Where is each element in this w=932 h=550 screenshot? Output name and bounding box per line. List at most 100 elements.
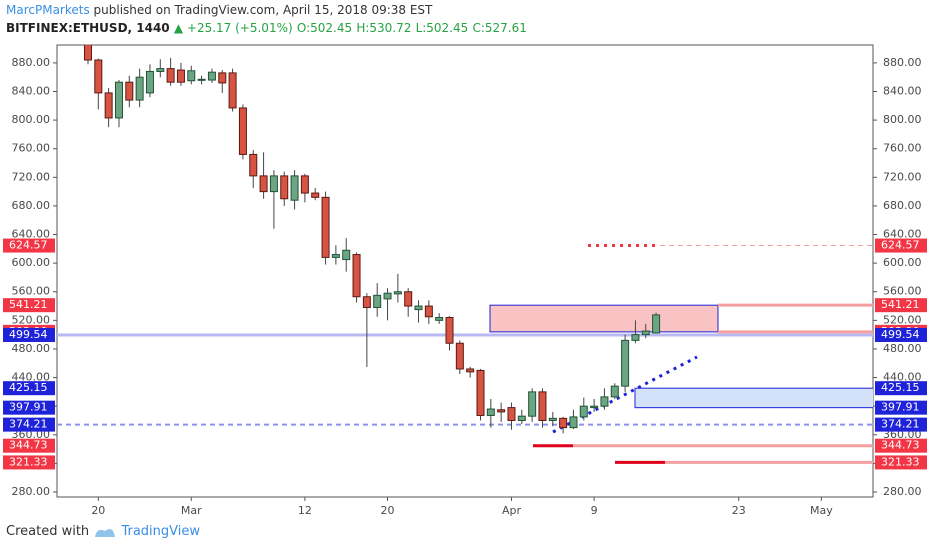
candle-body [94,59,103,94]
price-badge [3,417,55,432]
price-badge [3,438,55,453]
price-badge [3,455,55,470]
x-tick-label: Mar [181,504,202,517]
candle-body [197,78,206,81]
y-tick-label: 720.00 [12,170,51,183]
candle-body [259,175,268,193]
price-badge-label: 321.33 [9,455,48,468]
candle-body [455,342,464,370]
candle-body [476,369,485,416]
price-badge-label: 499.54 [881,328,920,341]
y-tick-label: 680.00 [12,199,51,212]
candle-body [393,291,402,295]
price-badge-label: 321.33 [881,455,920,468]
price-badge [3,238,55,253]
candle-body [652,314,661,334]
footer: Created with TradingView [6,524,200,539]
x-tick-label: 20 [91,504,105,517]
published: published on TradingView.com, April 15, … [93,3,433,17]
y-tick-label: 640.00 [12,228,51,241]
candle-body [249,153,258,177]
supply-zone [489,304,719,333]
candle-body [373,294,382,308]
candle-body [238,107,247,155]
candle-body [218,72,227,84]
y-tick-label: 760.00 [883,142,922,155]
candle-body [114,81,123,119]
candle-body [548,417,557,421]
y-tick-label: 520.00 [12,313,51,326]
candle-body [383,292,392,300]
price-badge-label: 374.21 [881,418,920,431]
candle-body [559,417,568,429]
author[interactable]: MarcPMarkets [6,3,90,17]
candle-body [424,305,433,318]
price-badge-label: 344.73 [9,439,48,452]
candle-body [507,407,516,421]
candle-body [331,254,340,258]
x-tick-label: 9 [591,504,598,517]
price-badge [875,238,927,253]
ohlc-close: C:527.61 [472,21,527,35]
price-badge [875,298,927,313]
candle-body [166,68,175,83]
candle-body [579,405,588,418]
candle-body [445,316,454,344]
trend-line [552,355,698,434]
candle-body [311,192,320,198]
y-tick-label: 280.00 [883,485,922,498]
y-tick-label: 280.00 [12,485,51,498]
candle-body [466,368,475,373]
price-badge [3,298,55,313]
y-tick-label: 720.00 [883,170,922,183]
candle-body [145,70,154,94]
price-badge-label: 624.57 [9,239,48,252]
demand-zone [634,387,873,409]
y-tick-label: 600.00 [883,256,922,269]
candle-body [187,70,196,82]
candle-body [404,291,413,307]
x-tick-label: 23 [732,504,746,517]
price-badge-label: 624.57 [881,239,920,252]
y-tick-label: 640.00 [883,228,922,241]
candle-body [610,385,619,398]
price-badge [3,327,55,342]
price-badge-label: 425.15 [9,381,48,394]
price-badge-label: 374.21 [9,418,48,431]
candle-body [228,72,237,109]
candle-body [362,296,371,308]
y-tick-label: 880.00 [12,56,51,69]
candle-body [621,339,630,387]
symbol: BITFINEX:ETHUSD, 1440 [6,21,170,35]
price-badge-label: 397.91 [9,401,48,414]
candle-body [631,334,640,341]
candle-body [641,330,650,336]
candle-body [300,175,309,194]
candle-body [486,408,495,416]
y-tick-label: 520.00 [883,313,922,326]
logo [95,528,116,537]
x-tick-label: Apr [502,504,522,517]
x-tick-label: 20 [381,504,395,517]
y-tick-label: 440.00 [12,371,51,384]
candle-body [269,175,278,193]
price-badge-label: 541.21 [9,298,48,311]
candle-body [528,391,537,417]
price-badge-label: 499.54 [9,328,48,341]
price-badge-label: 397.91 [881,401,920,414]
price-badge [875,455,927,470]
candle-body [156,68,165,72]
candle-body [125,81,134,101]
y-tick-label: 840.00 [883,84,922,97]
y-tick-label: 680.00 [883,199,922,212]
candle-body [352,254,361,298]
candle-body [135,76,144,101]
candle-body [83,45,92,61]
ohlc-low: L:502.45 [415,21,469,35]
y-tick-label: 480.00 [12,342,51,355]
candle-body [321,196,330,258]
brand[interactable]: TradingView [121,524,200,539]
candle-body [497,409,506,413]
y-tick-label: 440.00 [883,371,922,384]
candle-body [342,249,351,261]
